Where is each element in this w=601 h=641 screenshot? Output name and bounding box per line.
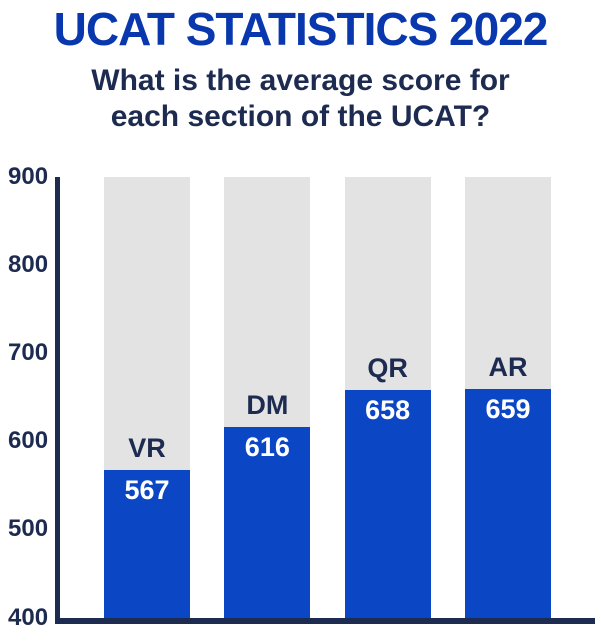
y-tick-label: 700: [8, 338, 49, 366]
bar-value-label: 567: [124, 475, 170, 506]
bar-group: 658 QR: [344, 176, 431, 618]
bars: 567 VR 616 DM 658 QR 659 AR: [60, 176, 595, 618]
bar-value-label: 616: [244, 432, 290, 463]
bar-group: 659 AR: [464, 176, 551, 618]
bar-group: 616 DM: [224, 176, 311, 618]
bar-category-label: VR: [128, 433, 166, 464]
bar-value-label: 659: [485, 394, 531, 425]
bar-chart: 400 500 600 700 800 900 567 VR 616 DM 658 QR 659 AR: [0, 163, 601, 637]
plot-area: 567 VR 616 DM 658 QR 659 AR: [55, 176, 595, 624]
y-axis-labels: 400 500 600 700 800 900: [8, 163, 52, 631]
bar-group: 567 VR: [104, 176, 190, 618]
bar-fill: 659: [464, 389, 551, 618]
chart-subtitle: What is the average score for each secti…: [91, 63, 510, 133]
bar-fill: 658: [344, 390, 431, 618]
header: UCAT STATISTICS 2022 What is the average…: [0, 4, 601, 135]
y-tick-label: 800: [8, 250, 49, 278]
bar-fill: 616: [224, 427, 311, 618]
bar-category-label: QR: [367, 353, 408, 384]
y-tick-label: 900: [8, 162, 49, 190]
bar-value-label: 658: [365, 395, 411, 426]
y-tick-label: 500: [8, 515, 49, 543]
page-title: UCAT STATISTICS 2022: [53, 3, 549, 55]
y-tick-label: 400: [8, 603, 49, 631]
bar-category-label: AR: [488, 352, 528, 383]
y-tick-label: 600: [8, 427, 49, 455]
bar-category-label: DM: [246, 390, 289, 421]
bar-fill: 567: [104, 470, 190, 618]
